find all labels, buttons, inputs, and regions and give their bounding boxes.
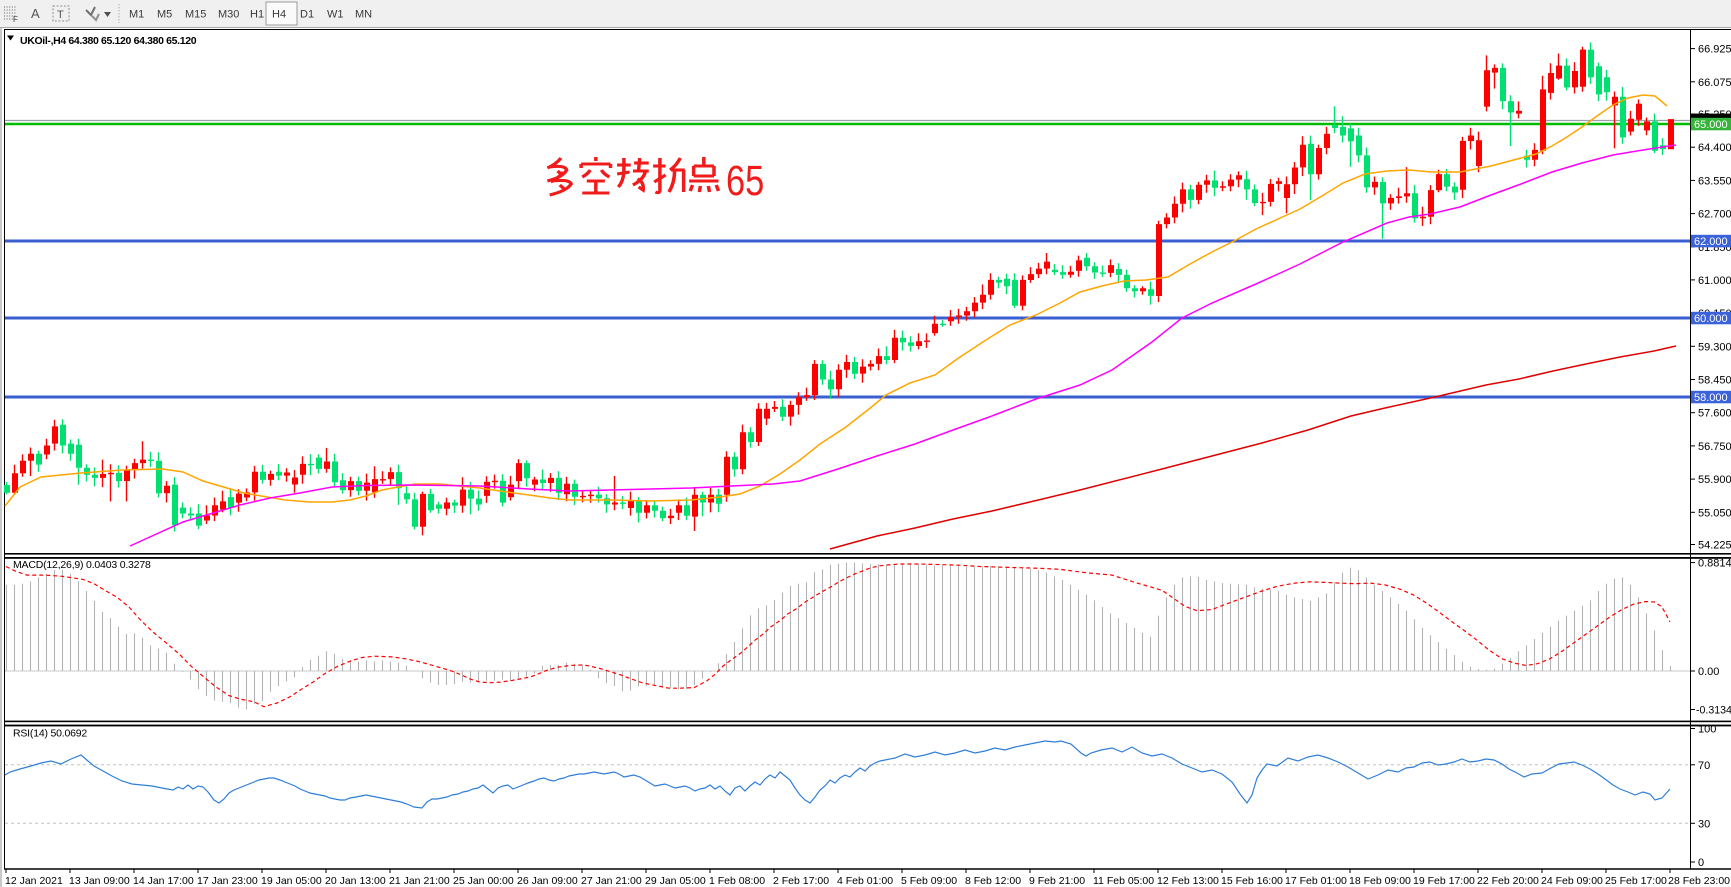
svg-text:55.900: 55.900 — [1698, 474, 1731, 486]
svg-text:UKOil-,H4 64.380 65.120 64.38: UKOil-,H4 64.380 65.120 64.380 65.120 — [20, 35, 197, 47]
svg-text:17 Jan 23:00: 17 Jan 23:00 — [197, 875, 258, 887]
svg-text:13 Jan 09:00: 13 Jan 09:00 — [69, 875, 130, 887]
svg-text:A: A — [31, 6, 40, 21]
svg-text:56.750: 56.750 — [1698, 441, 1731, 453]
svg-text:20 Jan 13:00: 20 Jan 13:00 — [325, 875, 386, 887]
svg-text:66.925: 66.925 — [1698, 44, 1731, 56]
svg-text:70: 70 — [1698, 760, 1710, 772]
svg-text:17 Feb 01:00: 17 Feb 01:00 — [1285, 875, 1347, 887]
svg-text:8 Feb 12:00: 8 Feb 12:00 — [965, 875, 1021, 887]
svg-text:12 Jan 2021: 12 Jan 2021 — [5, 875, 63, 887]
svg-text:58.000: 58.000 — [1694, 392, 1728, 404]
svg-text:25 Feb 17:00: 25 Feb 17:00 — [1605, 875, 1667, 887]
svg-text:57.600: 57.600 — [1698, 408, 1731, 420]
svg-text:61.000: 61.000 — [1698, 275, 1731, 287]
svg-text:M1: M1 — [129, 9, 144, 21]
svg-text:M5: M5 — [157, 9, 172, 21]
svg-text:64.400: 64.400 — [1698, 142, 1731, 154]
svg-text:63.550: 63.550 — [1698, 175, 1731, 187]
svg-text:62.000: 62.000 — [1694, 236, 1728, 248]
svg-text:24 Feb 09:00: 24 Feb 09:00 — [1541, 875, 1603, 887]
svg-text:65.000: 65.000 — [1694, 119, 1728, 131]
svg-text:MN: MN — [355, 9, 372, 21]
svg-text:11 Feb 05:00: 11 Feb 05:00 — [1093, 875, 1154, 887]
svg-text:H1: H1 — [250, 9, 264, 21]
svg-text:29 Jan 05:00: 29 Jan 05:00 — [645, 875, 706, 887]
svg-text:60.000: 60.000 — [1694, 313, 1728, 325]
svg-text:MACD(12,26,9) 0.0403 0.3278: MACD(12,26,9) 0.0403 0.3278 — [13, 559, 151, 571]
svg-text:1 Feb 08:00: 1 Feb 08:00 — [709, 875, 765, 887]
svg-text:5 Feb 09:00: 5 Feb 09:00 — [901, 875, 957, 887]
svg-text:100: 100 — [1698, 724, 1716, 736]
svg-text:RSI(14) 50.0692: RSI(14) 50.0692 — [13, 728, 87, 740]
svg-text:28 Feb 23:00: 28 Feb 23:00 — [1668, 875, 1730, 887]
svg-text:62.700: 62.700 — [1698, 209, 1731, 221]
svg-text:D1: D1 — [300, 9, 314, 21]
svg-text:54.225: 54.225 — [1698, 540, 1731, 552]
svg-text:M15: M15 — [185, 9, 206, 21]
svg-text:65: 65 — [726, 157, 764, 204]
svg-text:22 Feb 20:00: 22 Feb 20:00 — [1477, 875, 1539, 887]
svg-text:66.075: 66.075 — [1698, 77, 1731, 89]
svg-text:0.8814: 0.8814 — [1698, 558, 1731, 570]
svg-text:0: 0 — [1698, 857, 1704, 869]
svg-text:0.00: 0.00 — [1698, 666, 1719, 678]
svg-text:58.450: 58.450 — [1698, 375, 1731, 387]
svg-text:18 Feb 09:00: 18 Feb 09:00 — [1349, 875, 1411, 887]
svg-text:26 Jan 09:00: 26 Jan 09:00 — [517, 875, 578, 887]
svg-text:14 Jan 17:00: 14 Jan 17:00 — [133, 875, 194, 887]
svg-text:W1: W1 — [327, 9, 344, 21]
svg-text:T: T — [57, 9, 64, 21]
svg-text:25 Jan 00:00: 25 Jan 00:00 — [453, 875, 514, 887]
svg-text:F: F — [13, 15, 18, 24]
svg-text:59.300: 59.300 — [1698, 341, 1731, 353]
svg-text:H4: H4 — [272, 9, 286, 21]
svg-text:55.050: 55.050 — [1698, 507, 1731, 519]
svg-text:M30: M30 — [218, 9, 239, 21]
svg-text:9 Feb 21:00: 9 Feb 21:00 — [1029, 875, 1085, 887]
svg-text:2 Feb 17:00: 2 Feb 17:00 — [773, 875, 829, 887]
svg-text:19 Jan 05:00: 19 Jan 05:00 — [261, 875, 322, 887]
svg-text:-0.3134: -0.3134 — [1696, 705, 1731, 717]
svg-text:30: 30 — [1698, 818, 1710, 830]
svg-text:4 Feb 01:00: 4 Feb 01:00 — [837, 875, 893, 887]
svg-text:12 Feb 13:00: 12 Feb 13:00 — [1157, 875, 1219, 887]
svg-text:19 Feb 17:00: 19 Feb 17:00 — [1413, 875, 1475, 887]
svg-text:27 Jan 21:00: 27 Jan 21:00 — [581, 875, 642, 887]
svg-text:15 Feb 16:00: 15 Feb 16:00 — [1221, 875, 1283, 887]
svg-text:21 Jan 21:00: 21 Jan 21:00 — [389, 875, 450, 887]
